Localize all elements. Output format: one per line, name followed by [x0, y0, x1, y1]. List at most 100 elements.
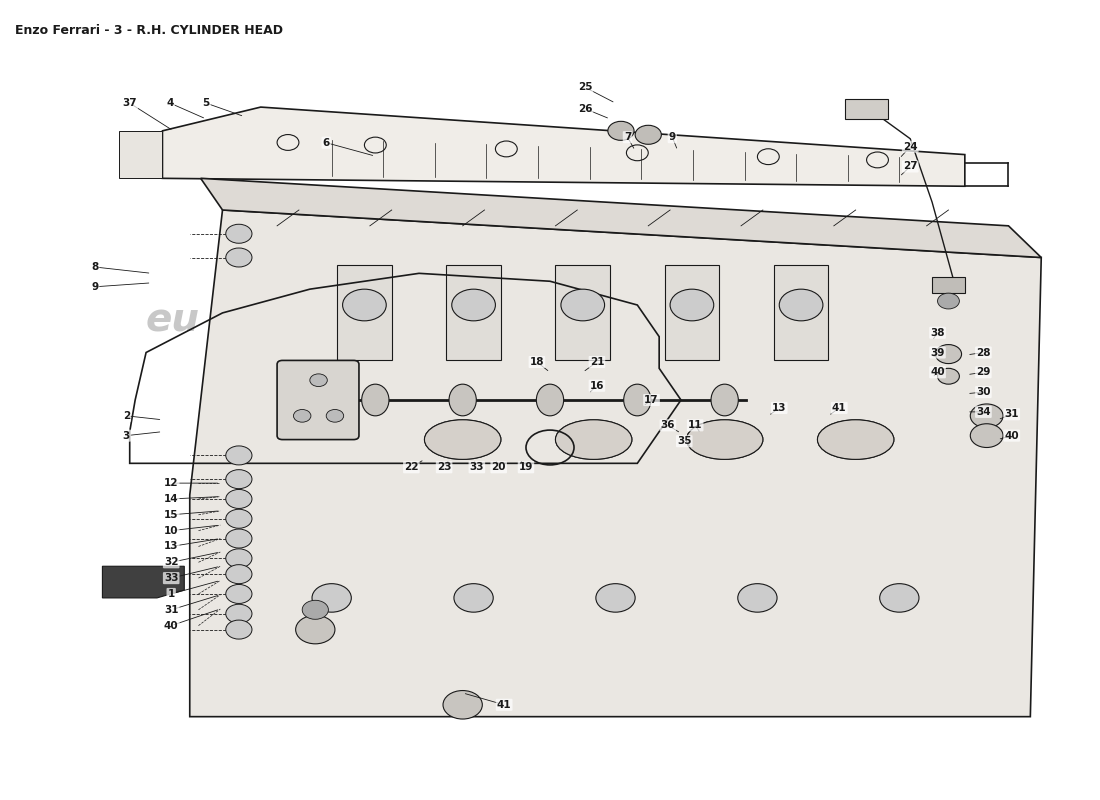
Text: 36: 36 [661, 420, 675, 430]
Circle shape [738, 584, 777, 612]
Text: 37: 37 [122, 98, 138, 108]
Circle shape [312, 584, 351, 612]
Circle shape [327, 410, 343, 422]
Circle shape [452, 289, 495, 321]
FancyBboxPatch shape [277, 361, 359, 439]
Text: 29: 29 [976, 367, 991, 378]
Text: 18: 18 [529, 357, 544, 367]
Polygon shape [200, 178, 1042, 258]
Circle shape [454, 584, 493, 612]
Ellipse shape [556, 420, 631, 459]
Text: 41: 41 [497, 700, 512, 710]
Text: rospares: rospares [217, 302, 409, 340]
Text: 24: 24 [903, 142, 917, 152]
Bar [447, 266, 500, 361]
Text: 31: 31 [164, 605, 178, 614]
Bar [845, 99, 889, 119]
Bar [556, 266, 610, 361]
Circle shape [302, 600, 329, 619]
Text: 13: 13 [164, 542, 178, 551]
Circle shape [226, 248, 252, 267]
Text: 14: 14 [164, 494, 178, 504]
Text: Enzo Ferrari - 3 - R.H. CYLINDER HEAD: Enzo Ferrari - 3 - R.H. CYLINDER HEAD [15, 24, 283, 37]
Circle shape [935, 345, 961, 363]
Text: eu: eu [146, 302, 200, 340]
Text: 19: 19 [519, 462, 534, 472]
Text: 33: 33 [470, 462, 484, 472]
Circle shape [226, 446, 252, 465]
Circle shape [635, 126, 661, 144]
Text: 38: 38 [931, 328, 945, 338]
Ellipse shape [537, 384, 563, 416]
Circle shape [226, 620, 252, 639]
Circle shape [226, 604, 252, 623]
Text: 20: 20 [492, 462, 506, 472]
Polygon shape [163, 107, 965, 186]
Text: 13: 13 [772, 403, 786, 413]
Bar [337, 266, 392, 361]
Text: 4: 4 [166, 98, 174, 108]
Text: 39: 39 [931, 347, 945, 358]
Ellipse shape [686, 420, 763, 459]
Text: 33: 33 [164, 573, 178, 583]
Circle shape [226, 585, 252, 603]
Polygon shape [119, 131, 163, 178]
Polygon shape [189, 210, 1042, 717]
Circle shape [561, 289, 605, 321]
Text: 15: 15 [164, 510, 178, 520]
Text: 9: 9 [669, 132, 675, 142]
Circle shape [226, 549, 252, 568]
Text: 7: 7 [624, 132, 631, 142]
Text: 28: 28 [976, 347, 991, 358]
Text: 40: 40 [1004, 430, 1019, 441]
Circle shape [970, 424, 1003, 447]
Circle shape [226, 565, 252, 584]
Polygon shape [102, 566, 185, 598]
Text: 10: 10 [164, 526, 178, 536]
Circle shape [937, 368, 959, 384]
Text: 31: 31 [1004, 410, 1019, 419]
Text: 3: 3 [123, 430, 130, 441]
Circle shape [226, 490, 252, 509]
Ellipse shape [449, 384, 476, 416]
Circle shape [596, 584, 635, 612]
Text: 40: 40 [931, 367, 945, 378]
Text: 23: 23 [437, 462, 451, 472]
Bar [773, 266, 828, 361]
Ellipse shape [425, 420, 500, 459]
Text: 35: 35 [676, 436, 692, 446]
Text: 25: 25 [578, 82, 592, 92]
Circle shape [937, 293, 959, 309]
Circle shape [342, 289, 386, 321]
Bar [664, 266, 719, 361]
Ellipse shape [817, 420, 894, 459]
Bar [932, 278, 965, 293]
Text: 11: 11 [688, 420, 703, 430]
Text: 34: 34 [976, 407, 991, 417]
Text: 5: 5 [202, 98, 210, 108]
Circle shape [296, 615, 334, 644]
Circle shape [310, 374, 328, 386]
Ellipse shape [362, 384, 389, 416]
Text: 21: 21 [590, 357, 604, 367]
Circle shape [226, 470, 252, 489]
Text: eu: eu [605, 486, 654, 520]
Ellipse shape [711, 384, 738, 416]
Circle shape [226, 529, 252, 548]
Circle shape [970, 404, 1003, 428]
Circle shape [670, 289, 714, 321]
Circle shape [294, 410, 311, 422]
Text: 17: 17 [645, 395, 659, 405]
Text: 9: 9 [91, 282, 98, 292]
Text: 22: 22 [404, 462, 419, 472]
Text: 2: 2 [123, 411, 130, 421]
Circle shape [608, 122, 634, 140]
Circle shape [226, 224, 252, 243]
Text: rospares: rospares [659, 486, 837, 520]
Circle shape [443, 690, 482, 719]
Text: 40: 40 [164, 621, 178, 630]
Text: 27: 27 [903, 162, 917, 171]
Text: 1: 1 [167, 589, 175, 599]
Circle shape [779, 289, 823, 321]
Circle shape [880, 584, 918, 612]
